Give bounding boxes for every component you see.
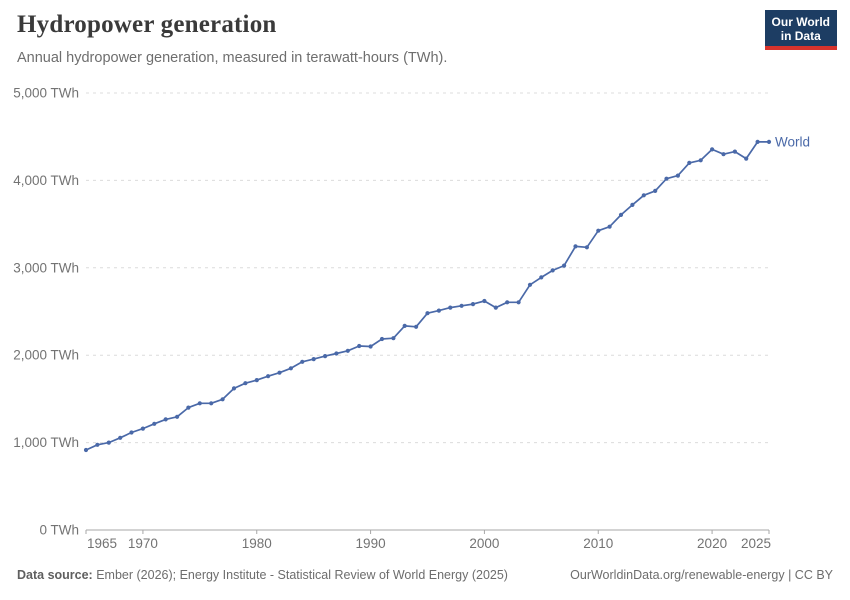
data-point[interactable] <box>300 359 305 364</box>
data-source-text: Ember (2026); Energy Institute - Statist… <box>92 568 508 582</box>
data-point[interactable] <box>288 366 293 371</box>
x-tick-label: 2010 <box>583 536 613 551</box>
data-point[interactable] <box>152 421 157 426</box>
data-point[interactable] <box>197 401 202 406</box>
data-source: Data source: Ember (2026); Energy Instit… <box>17 568 508 582</box>
license-link[interactable]: OurWorldinData.org/renewable-energy | CC… <box>570 568 833 582</box>
data-point[interactable] <box>266 374 271 379</box>
data-point[interactable] <box>118 435 123 440</box>
series-world[interactable]: World <box>83 134 810 453</box>
data-point[interactable] <box>391 336 396 341</box>
data-point[interactable] <box>721 152 726 157</box>
data-point[interactable] <box>732 149 738 154</box>
data-point[interactable] <box>584 245 590 250</box>
data-point[interactable] <box>357 343 362 349</box>
chart-footer: Data source: Ember (2026); Energy Instit… <box>17 568 833 582</box>
x-tick-label: 2025 <box>741 536 771 551</box>
data-point[interactable] <box>368 344 373 349</box>
x-tick-label: 1980 <box>242 536 272 551</box>
data-point[interactable] <box>106 440 111 445</box>
data-point[interactable] <box>527 282 533 287</box>
data-point[interactable] <box>140 426 145 431</box>
data-point[interactable] <box>516 300 521 305</box>
y-tick-label: 0 TWh <box>39 523 79 538</box>
data-point[interactable] <box>243 381 248 386</box>
data-point[interactable] <box>345 348 350 353</box>
y-tick-label: 4,000 TWh <box>13 173 79 188</box>
data-point[interactable] <box>163 417 168 422</box>
data-point[interactable] <box>95 442 100 447</box>
data-point[interactable] <box>448 305 453 310</box>
data-point[interactable] <box>653 188 658 193</box>
data-point[interactable] <box>755 139 760 144</box>
data-point[interactable] <box>186 405 191 410</box>
data-point[interactable] <box>334 351 339 356</box>
x-tick-label: 1990 <box>356 536 386 551</box>
page-title: Hydropower generation <box>17 11 277 38</box>
data-point[interactable] <box>175 414 180 419</box>
data-point[interactable] <box>550 268 555 273</box>
owid-logo-line1: Our World <box>771 15 830 29</box>
data-point[interactable] <box>493 305 498 310</box>
data-source-label: Data source: <box>17 568 93 582</box>
data-point[interactable] <box>482 298 487 304</box>
data-point[interactable] <box>83 447 89 453</box>
data-point[interactable] <box>607 224 612 229</box>
y-tick-label: 2,000 TWh <box>13 348 79 363</box>
x-tick-label: 1965 <box>87 536 117 551</box>
data-point[interactable] <box>470 302 476 307</box>
y-tick-label: 3,000 TWh <box>13 260 79 275</box>
data-point[interactable] <box>254 378 259 383</box>
data-point[interactable] <box>505 300 510 305</box>
data-point[interactable] <box>630 202 635 207</box>
y-gridlines: 0 TWh 1,000 TWh 2,000 TWh 3,000 TWh 4,000 TW… <box>13 86 769 538</box>
data-point[interactable] <box>698 158 703 163</box>
data-point[interactable] <box>425 311 430 316</box>
data-point[interactable] <box>459 303 464 308</box>
data-point[interactable] <box>402 323 407 328</box>
data-point[interactable] <box>231 386 237 391</box>
data-point[interactable] <box>436 308 441 313</box>
owid-logo-line2: in Data <box>780 29 821 43</box>
data-point[interactable] <box>710 147 715 152</box>
data-point[interactable] <box>220 397 225 402</box>
data-point[interactable] <box>664 176 669 181</box>
data-point[interactable] <box>766 139 772 144</box>
x-tick-label: 2000 <box>469 536 499 551</box>
data-point[interactable] <box>573 244 578 249</box>
data-point[interactable] <box>129 430 134 435</box>
data-point[interactable] <box>209 401 214 406</box>
data-point[interactable] <box>323 354 328 359</box>
x-tick-label: 1970 <box>128 536 158 551</box>
y-tick-label: 5,000 TWh <box>13 86 79 101</box>
x-tick-label: 2020 <box>697 536 727 551</box>
data-point[interactable] <box>641 193 646 198</box>
data-point[interactable] <box>311 357 316 362</box>
data-point[interactable] <box>596 228 601 233</box>
data-point[interactable] <box>562 263 567 268</box>
data-point[interactable] <box>618 212 624 217</box>
data-point[interactable] <box>379 336 385 342</box>
data-point[interactable] <box>539 275 544 280</box>
series-end-label: World <box>775 134 810 149</box>
x-axis: 1965 1970 1980 1990 2000 2010 2020 2025 <box>85 530 771 551</box>
data-point[interactable] <box>744 156 749 161</box>
y-tick-label: 1,000 TWh <box>13 435 79 450</box>
data-point[interactable] <box>414 324 419 329</box>
data-point[interactable] <box>277 370 282 375</box>
owid-logo[interactable]: Our World in Data <box>764 10 837 50</box>
data-point[interactable] <box>675 173 681 178</box>
data-point[interactable] <box>687 160 692 165</box>
chart-subtitle: Annual hydropower generation, measured i… <box>17 50 448 66</box>
series-line <box>85 141 770 451</box>
